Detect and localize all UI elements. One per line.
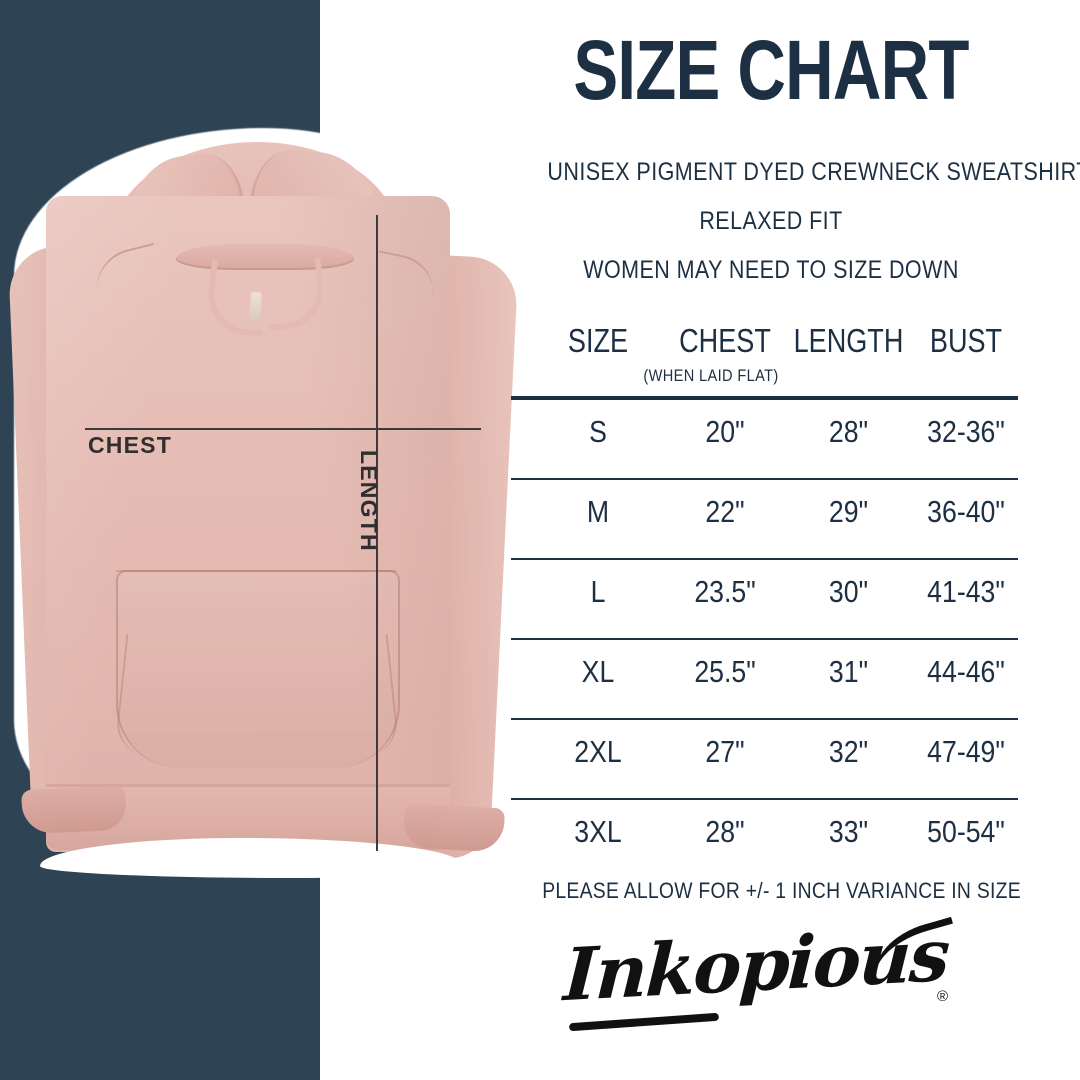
cell-length: 28" xyxy=(828,414,869,449)
cell-chest: 27" xyxy=(705,734,745,769)
cell-length: 33" xyxy=(828,814,869,849)
subtitle-fit: RELAXED FIT xyxy=(699,207,843,235)
column-header-bust: BUST xyxy=(929,322,1003,359)
cell-length: 31" xyxy=(828,654,869,689)
cell-length: 32" xyxy=(828,734,869,769)
table-row: M 22" 29" 36-40" xyxy=(511,494,1018,574)
table-row-divider xyxy=(511,718,1018,720)
kangaroo-pocket xyxy=(116,570,400,768)
table-row-divider xyxy=(511,798,1018,800)
page-title: SIZE CHART xyxy=(573,23,969,117)
sweatshirt-illustration xyxy=(0,0,520,1080)
length-measurement-label: LENGTH xyxy=(356,450,382,552)
table-row: 3XL 28" 33" 50-54" xyxy=(511,814,1018,894)
cell-length: 30" xyxy=(828,574,869,609)
left-cuff xyxy=(21,785,127,835)
cell-size: 3XL xyxy=(574,814,622,849)
cell-bust: 41-43" xyxy=(927,574,1005,609)
cell-chest: 20" xyxy=(705,414,745,449)
cell-chest: 23.5" xyxy=(694,574,756,609)
chest-measure-note: (WHEN LAID FLAT) xyxy=(643,366,779,385)
table-header-rule xyxy=(511,396,1018,400)
cell-bust: 44-46" xyxy=(927,654,1005,689)
brand-name: Inkopious xyxy=(561,911,951,1018)
cell-chest: 22" xyxy=(705,494,745,529)
hem-cutout-edge xyxy=(40,838,460,878)
size-chart-panel: SIZE CHART UNISEX PIGMENT DYED CREWNECK … xyxy=(511,0,1080,1080)
length-measurement-line xyxy=(376,215,378,851)
cell-size: XL xyxy=(581,654,615,689)
chest-measurement-label: CHEST xyxy=(88,432,172,458)
table-row-divider xyxy=(511,558,1018,560)
column-header-chest: CHEST xyxy=(679,322,771,359)
column-header-length: LENGTH xyxy=(793,322,904,359)
cell-bust: 50-54" xyxy=(927,814,1005,849)
cell-chest: 28" xyxy=(705,814,745,849)
table-row: S 20" 28" 32-36" xyxy=(511,414,1018,494)
right-cuff xyxy=(402,803,506,853)
cell-size: 2XL xyxy=(574,734,622,769)
cell-bust: 36-40" xyxy=(927,494,1005,529)
table-row: 2XL 27" 32" 47-49" xyxy=(511,734,1018,814)
product-photo-panel: CHEST LENGTH xyxy=(0,0,520,1080)
chest-measurement-line xyxy=(85,428,481,430)
table-row: L 23.5" 30" 41-43" xyxy=(511,574,1018,654)
table-row-divider xyxy=(511,638,1018,640)
table-row-divider xyxy=(511,478,1018,480)
column-header-size: SIZE xyxy=(567,322,629,359)
neck-band xyxy=(176,244,354,270)
cell-length: 29" xyxy=(828,494,869,529)
pocket-top-seam xyxy=(116,570,396,582)
variance-note: PLEASE ALLOW FOR +/- 1 INCH VARIANCE IN … xyxy=(542,878,1021,903)
cell-size: S xyxy=(589,414,607,449)
cell-bust: 32-36" xyxy=(927,414,1005,449)
table-row: XL 25.5" 31" 44-46" xyxy=(511,654,1018,734)
drawstring-aglet xyxy=(248,291,263,323)
cell-chest: 25.5" xyxy=(694,654,756,689)
cell-bust: 47-49" xyxy=(927,734,1005,769)
subtitle-product: UNISEX PIGMENT DYED CREWNECK SWEATSHIRT xyxy=(547,158,1080,186)
table-header-row: SIZE CHEST LENGTH BUST (WHEN LAID FLAT) xyxy=(511,322,1031,390)
cell-size: L xyxy=(590,574,606,609)
brand-logo: Inkopious ® xyxy=(541,912,991,1042)
subtitle-sizing-advice: WOMEN MAY NEED TO SIZE DOWN xyxy=(583,256,959,284)
cell-size: M xyxy=(586,494,610,529)
registered-trademark-icon: ® xyxy=(937,988,949,1005)
